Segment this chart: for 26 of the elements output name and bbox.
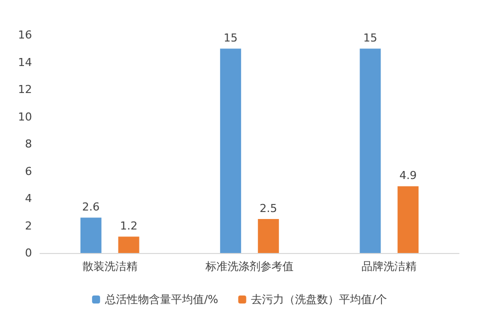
bar [258, 218, 279, 253]
y-tick-label: 14 [18, 56, 32, 69]
data-label: 2.5 [260, 202, 278, 215]
y-tick-label: 4 [25, 192, 32, 205]
y-tick-label: 8 [25, 138, 32, 150]
legend-label: 总活性物含量平均值/% [104, 293, 218, 306]
y-tick-label: 2 [25, 219, 32, 232]
bar [360, 48, 381, 253]
x-tick-label: 散装洗洁精 [82, 260, 138, 273]
data-label: 15 [224, 32, 238, 45]
bar [220, 48, 242, 253]
y-tick-label: 12 [18, 83, 32, 96]
bar [80, 218, 102, 253]
data-label: 2.6 [82, 200, 100, 214]
bar [118, 236, 140, 253]
data-label: 15 [363, 32, 378, 45]
x-tick-label: 品牌洗洁精 [362, 260, 417, 273]
y-tick-label: 6 [25, 164, 32, 178]
legend-label: 去污力（洗盘数）平均值/个 [251, 293, 387, 306]
bar [398, 186, 419, 253]
data-label: 4.9 [399, 169, 417, 182]
y-tick-label: 16 [18, 28, 32, 42]
y-tick-label: 10 [18, 110, 32, 124]
y-tick-label: 0 [25, 246, 32, 260]
x-tick-label: 标准洗涤剂参考值 [204, 260, 294, 273]
data-label: 1.2 [120, 220, 138, 233]
